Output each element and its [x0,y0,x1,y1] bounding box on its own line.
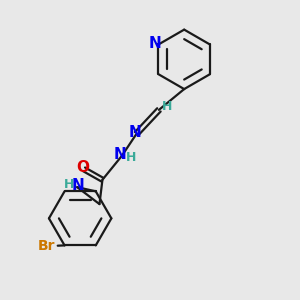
Text: O: O [76,160,89,175]
Text: H: H [64,178,74,191]
Text: N: N [114,147,127,162]
Text: N: N [129,125,142,140]
Text: Br: Br [38,239,56,253]
Text: H: H [126,151,136,164]
Text: N: N [149,35,162,50]
Text: H: H [162,100,172,113]
Text: N: N [72,178,84,194]
